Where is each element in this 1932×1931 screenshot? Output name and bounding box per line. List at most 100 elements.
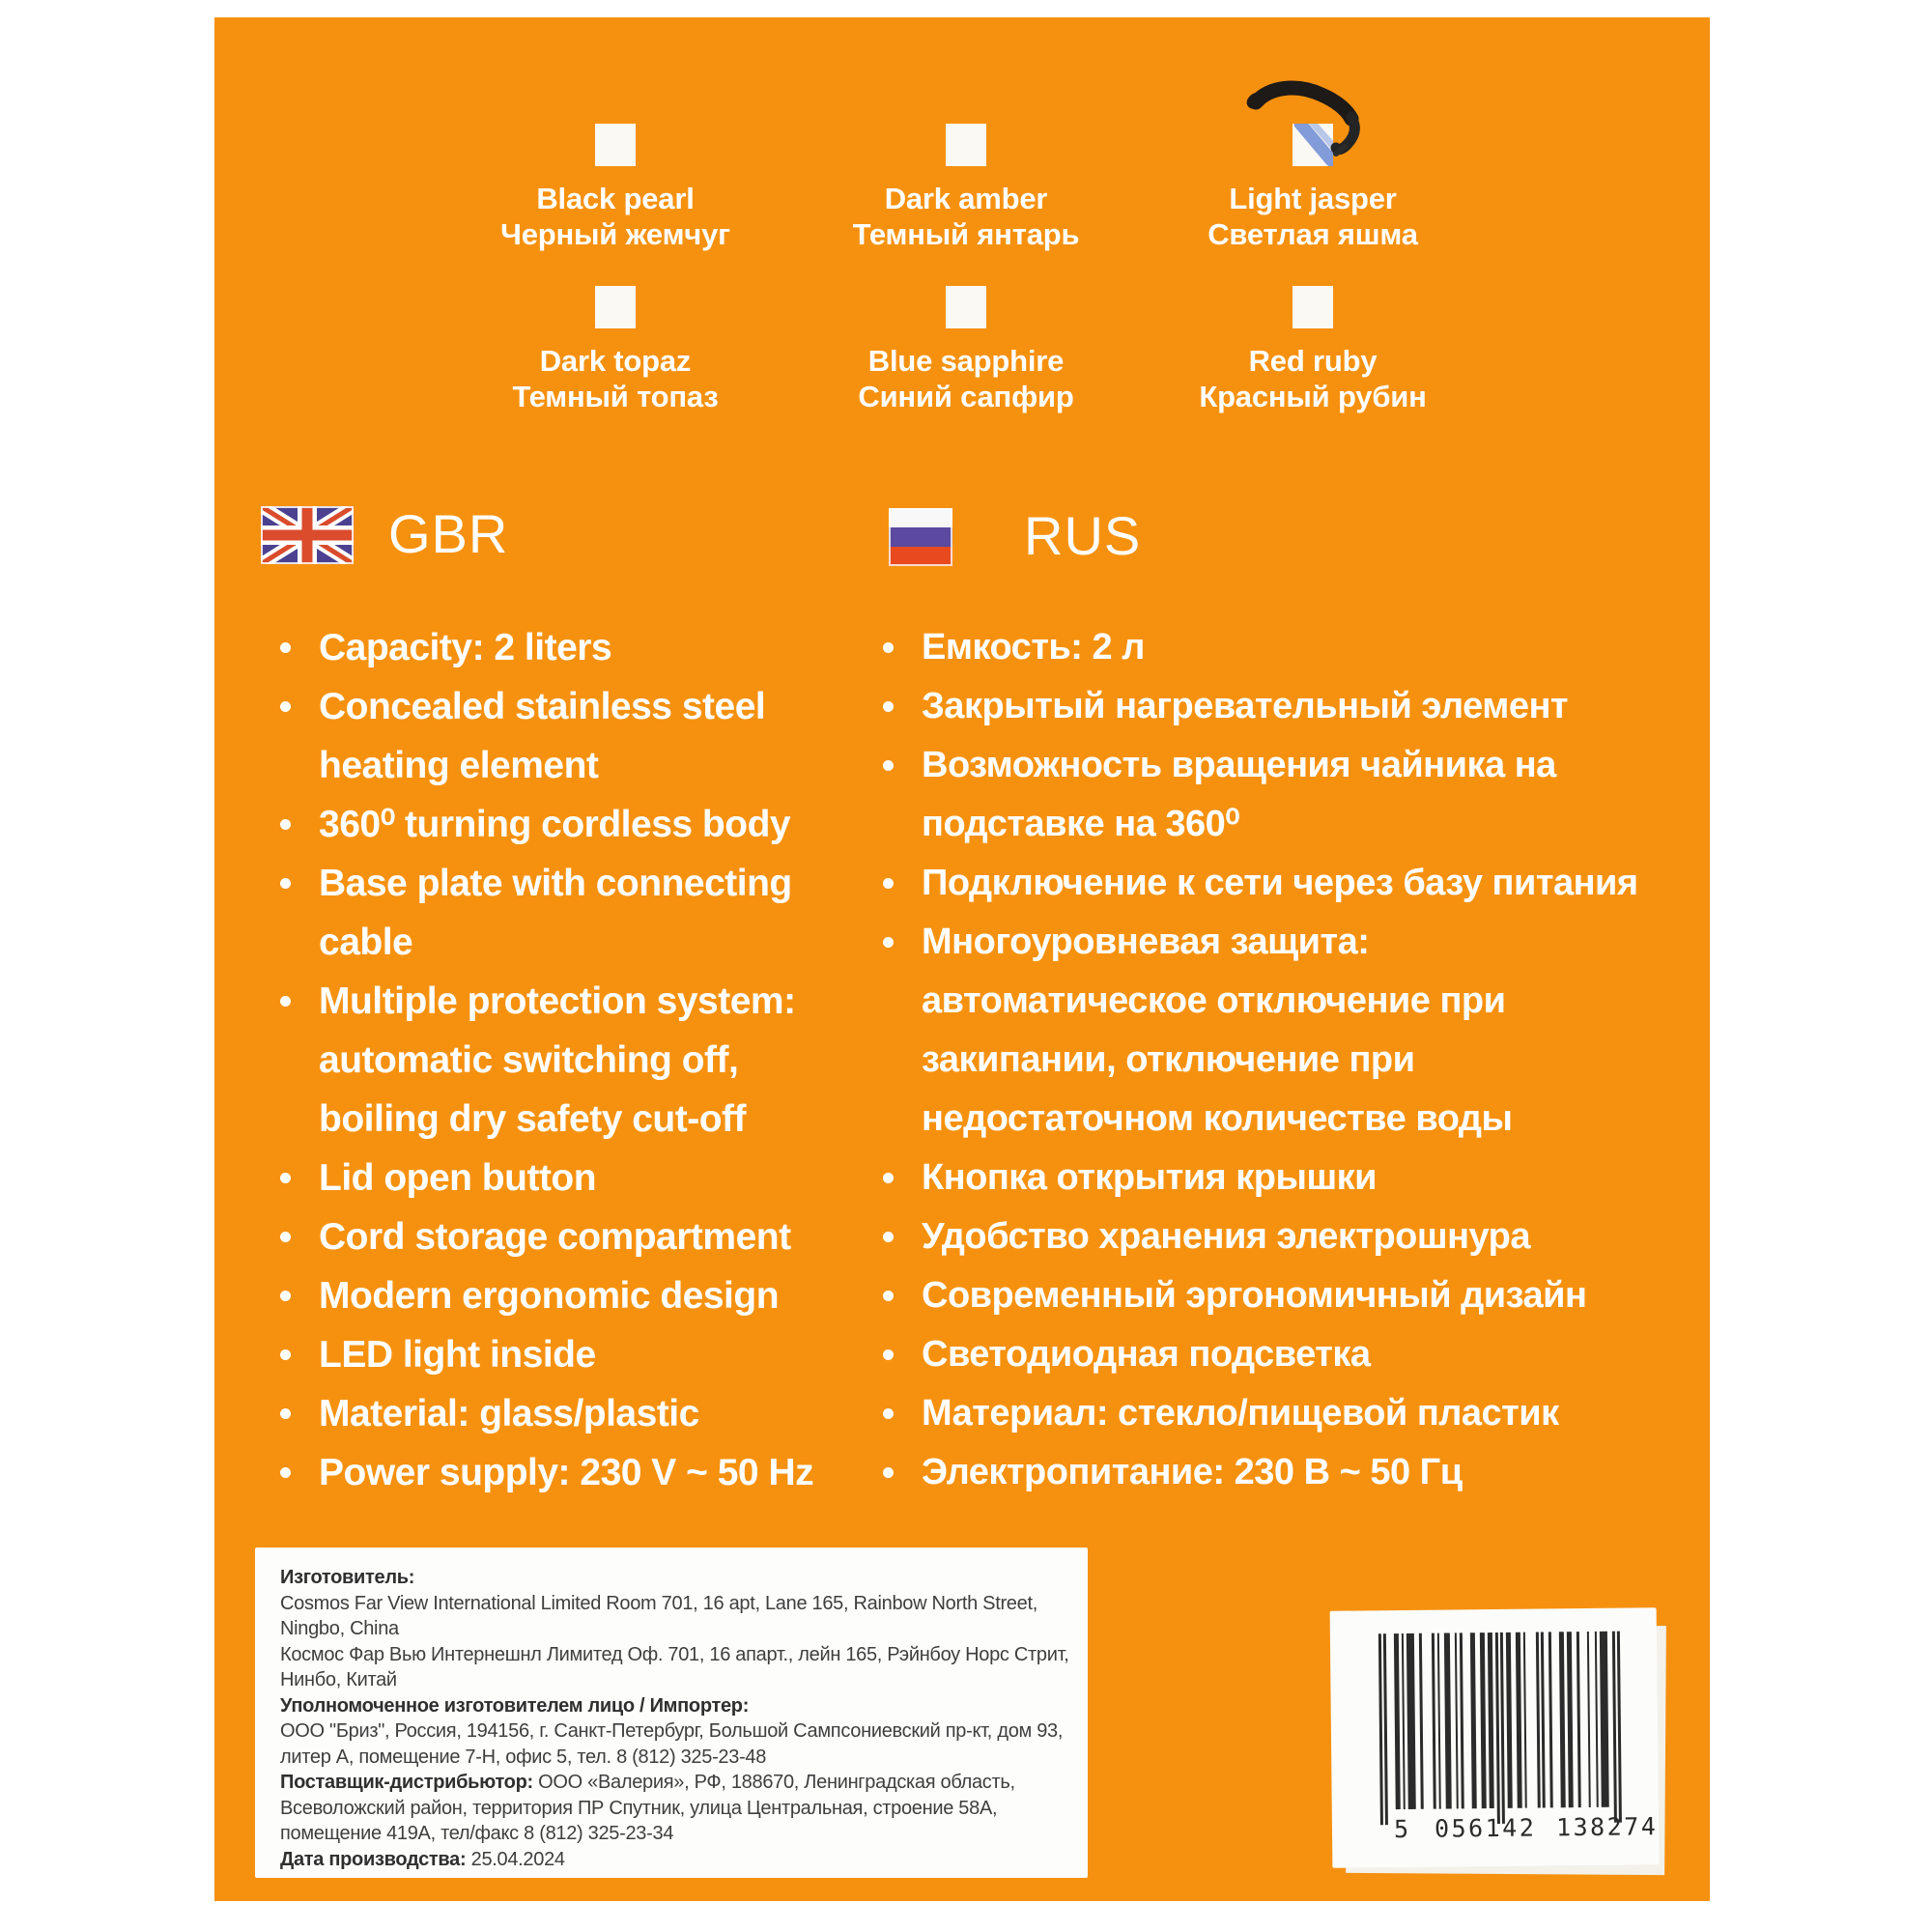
barcode-bar [1599, 1631, 1609, 1807]
feature-text: Электропитание: 230 В ~ 50 Гц [922, 1443, 1463, 1502]
color-label-en: Red ruby [1248, 344, 1378, 378]
feature-text: Материал: стекло/пищевой пластик [922, 1384, 1559, 1443]
bullet-icon [883, 878, 894, 889]
barcode-bar [1548, 1632, 1553, 1808]
color-label-en: Dark topaz [539, 344, 692, 378]
feature-line: Удобство хранения электрошнура [922, 1216, 1531, 1257]
bullet-icon [883, 1467, 894, 1478]
barcode-bar [1522, 1632, 1528, 1808]
bullet-icon [883, 1173, 894, 1183]
color-option-red-ruby: Red ruby Красный рубин [1149, 286, 1477, 414]
barcode-bar [1594, 1631, 1599, 1807]
barcode-bar [1378, 1633, 1383, 1826]
feature-item: Закрытый нагревательный элемент [883, 677, 1638, 736]
feature-line: Подключение к сети через базу питания [922, 863, 1638, 903]
feature-line: Кнопка открытия крышки [922, 1157, 1378, 1198]
feature-item: Concealed stainless steel heating element [280, 677, 813, 795]
color-option-blue-sapphire: Blue sapphire Синий сапфир [802, 286, 1130, 414]
color-label-en: Dark amber [884, 182, 1048, 215]
barcode-digit-leading: 5 [1393, 1814, 1411, 1844]
feature-item: Capacity: 2 liters [280, 618, 813, 677]
barcode-bar [1586, 1631, 1592, 1807]
feature-line: Электропитание: 230 В ~ 50 Гц [922, 1452, 1463, 1492]
feature-item: Multiple protection system: automatic swi… [280, 972, 813, 1149]
gbr-flag-icon [261, 506, 354, 564]
info-line: Космос Фар Вью Интернешнл Лимитед Оф. 70… [280, 1643, 1069, 1665]
bullet-icon [280, 1291, 291, 1301]
color-checkbox-blue-sapphire [946, 286, 986, 328]
feature-line: Светодиодная подсветка [922, 1334, 1371, 1375]
feature-text: 360⁰ turning cordless body [319, 795, 791, 854]
feature-text: LED light inside [319, 1325, 596, 1384]
feature-item: Cord storage compartment [280, 1207, 813, 1266]
barcode-bar [1576, 1632, 1581, 1808]
feature-text: Lid open button [319, 1149, 597, 1207]
feature-text: Кнопка открытия крышки [922, 1149, 1378, 1207]
color-label-en: Blue sapphire [867, 344, 1065, 378]
feature-line: Multiple protection system: [319, 980, 796, 1022]
color-checkbox-black-pearl [595, 124, 636, 166]
feature-text: Многоуровневая защита: автоматическое отк… [922, 913, 1513, 1149]
barcode-bar [1454, 1633, 1460, 1809]
feature-text: Modern ergonomic design [319, 1266, 780, 1325]
bullet-icon [883, 642, 894, 653]
feature-text: Возможность вращения чайника на подставке… [922, 736, 1556, 854]
feature-line: Материал: стекло/пищевой пластик [922, 1393, 1559, 1434]
feature-line: Modern ergonomic design [319, 1275, 780, 1317]
color-label-en: Black pearl [536, 182, 695, 215]
feature-text: Закрытый нагревательный элемент [922, 677, 1569, 736]
bullet-icon [280, 996, 291, 1007]
feature-line: automatic switching off, [319, 1039, 739, 1081]
color-checkbox-dark-topaz [595, 286, 636, 328]
color-label-ru: Красный рубин [1199, 380, 1427, 413]
barcode-digits: 5 056142 138274 [1332, 1812, 1659, 1845]
barcode-bar [1515, 1632, 1523, 1808]
info-line: литер А, помещение 7-Н, офис 5, тел. 8 (… [280, 1746, 767, 1768]
barcode-bar [1487, 1633, 1495, 1809]
info-line: Уполномоченное изготовителем лицо / Импо… [280, 1694, 750, 1717]
color-label-ru: Черный жемчуг [500, 217, 730, 251]
feature-item: Современный эргономичный дизайн [883, 1266, 1638, 1325]
feature-item: LED light inside [280, 1325, 813, 1384]
bullet-icon [280, 701, 291, 712]
color-label: Light jasper Светлая яшма [1149, 181, 1477, 252]
feature-line: Многоуровневая защита: [922, 922, 1370, 962]
color-label: Dark topaz Темный топаз [451, 343, 780, 414]
feature-line: Material: glass/plastic [319, 1393, 699, 1434]
bullet-icon [280, 819, 291, 830]
feature-line: Capacity: 2 liters [319, 627, 612, 668]
feature-text: Concealed stainless steel heating element [319, 677, 766, 795]
bullet-icon [280, 1408, 291, 1419]
color-label-ru: Синий сапфир [858, 380, 1074, 413]
info-line: Дата производства: 25.04.2024 [280, 1848, 565, 1870]
color-label-ru: Темный янтарь [852, 217, 1080, 251]
feature-item: Светодиодная подсветка [883, 1325, 1638, 1384]
color-label-ru: Светлая яшма [1208, 217, 1418, 251]
feature-text: Capacity: 2 liters [319, 618, 612, 677]
feature-line: heating element [319, 745, 599, 786]
bullet-icon [280, 642, 291, 653]
color-option-light-jasper: Light jasper Светлая яшма [1149, 124, 1477, 252]
barcode-label: 5 056142 138274 [1329, 1607, 1660, 1868]
feature-item: Материал: стекло/пищевой пластик [883, 1384, 1638, 1443]
rus-heading: RUS [1024, 505, 1142, 566]
color-option-black-pearl: Black pearl Черный жемчуг [451, 124, 780, 252]
feature-line: Power supply: 230 V ~ 50 Hz [319, 1452, 814, 1493]
feature-list-gbr: Capacity: 2 liters Concealed stainless st… [280, 618, 814, 1502]
color-checkbox-dark-amber [946, 124, 986, 166]
feature-item: Кнопка открытия крышки [883, 1149, 1638, 1207]
barcode-bar [1500, 1632, 1505, 1824]
feature-line: Емкость: 2 л [922, 627, 1145, 667]
barcode-bar [1558, 1632, 1566, 1808]
bullet-icon [883, 1408, 894, 1419]
color-option-dark-topaz: Dark topaz Темный топаз [451, 286, 780, 414]
info-line: Ningbo, China [280, 1618, 399, 1639]
feature-text: Base plate with connecting cable [319, 854, 792, 972]
feature-line: автоматическое отключение при [922, 980, 1506, 1021]
barcode-bar [1432, 1633, 1436, 1809]
barcode-bar [1418, 1633, 1424, 1809]
feature-text: Емкость: 2 л [922, 618, 1145, 677]
feature-line: закипании, отключение при [922, 1039, 1415, 1080]
barcode-digit-right-group: 138274 [1555, 1812, 1659, 1842]
